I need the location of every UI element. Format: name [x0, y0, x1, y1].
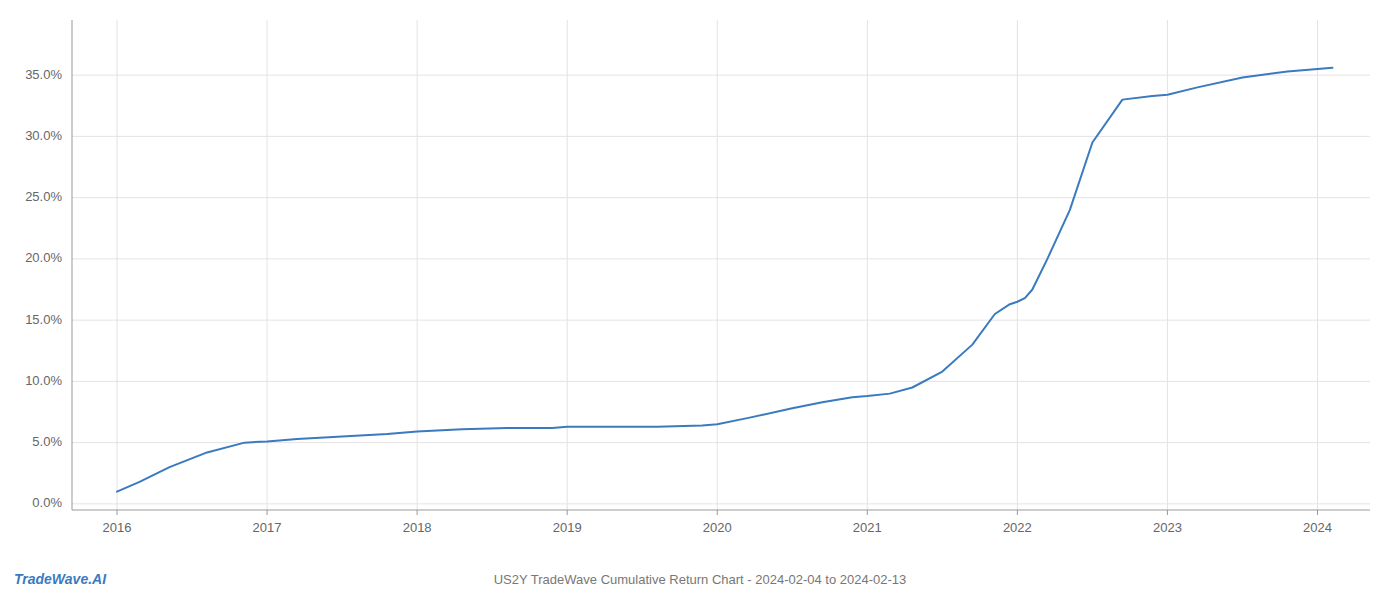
- x-tick-mark: [1317, 510, 1318, 515]
- x-tick-label: 2022: [1003, 520, 1032, 535]
- x-tick-label: 2021: [853, 520, 882, 535]
- y-tick-label: 10.0%: [25, 373, 62, 388]
- x-tick-mark: [417, 510, 418, 515]
- x-grid-line: [567, 20, 568, 510]
- x-tick-mark: [717, 510, 718, 515]
- line: [117, 68, 1332, 492]
- x-tick-mark: [867, 510, 868, 515]
- x-grid-line: [1317, 20, 1318, 510]
- grid: [72, 20, 1370, 510]
- y-tick-label: 20.0%: [25, 250, 62, 265]
- x-tick-mark: [567, 510, 568, 515]
- y-tick-label: 35.0%: [25, 67, 62, 82]
- x-tick-mark: [1167, 510, 1168, 515]
- title: US2Y TradeWave Cumulative Return Chart -…: [494, 572, 907, 587]
- y-axis-line: [72, 20, 73, 510]
- x-grid-line: [1017, 20, 1018, 510]
- x-tick-label: 2020: [703, 520, 732, 535]
- y-tick-label: 30.0%: [25, 128, 62, 143]
- x-grid-line: [117, 20, 118, 510]
- x-tick-label: 2017: [253, 520, 282, 535]
- y-tick-label: 15.0%: [25, 312, 62, 327]
- x-tick-mark: [1017, 510, 1018, 515]
- plot-area: [117, 68, 1332, 492]
- chart: 0.0% 5.0% 10.0% 15.0% 20.0% 25.0% 30.0% 35.0% 20…: [0, 0, 1400, 600]
- x-grid-line: [417, 20, 418, 510]
- y-tick-label: 25.0%: [25, 189, 62, 204]
- x-tick-label: 2024: [1303, 520, 1332, 535]
- x-tick-label: 2019: [553, 520, 582, 535]
- x-tick-mark: [267, 510, 268, 515]
- x-grid-line: [1167, 20, 1168, 510]
- x-tick-label: 2018: [403, 520, 432, 535]
- x-grid-line: [267, 20, 268, 510]
- x-tick-label: 2023: [1153, 520, 1182, 535]
- x-tick-mark: [117, 510, 118, 515]
- x-grid-line: [867, 20, 868, 510]
- y-tick-label: 5.0%: [32, 434, 62, 449]
- y-tick-label: 0.0%: [32, 495, 62, 510]
- watermark: TradeWave.AI: [14, 571, 107, 587]
- x-axis-line: [72, 510, 1370, 511]
- axes: 0.0% 5.0% 10.0% 15.0% 20.0% 25.0% 30.0% 35.0% 20…: [25, 20, 1370, 535]
- x-tick-label: 2016: [103, 520, 132, 535]
- x-grid-line: [717, 20, 718, 510]
